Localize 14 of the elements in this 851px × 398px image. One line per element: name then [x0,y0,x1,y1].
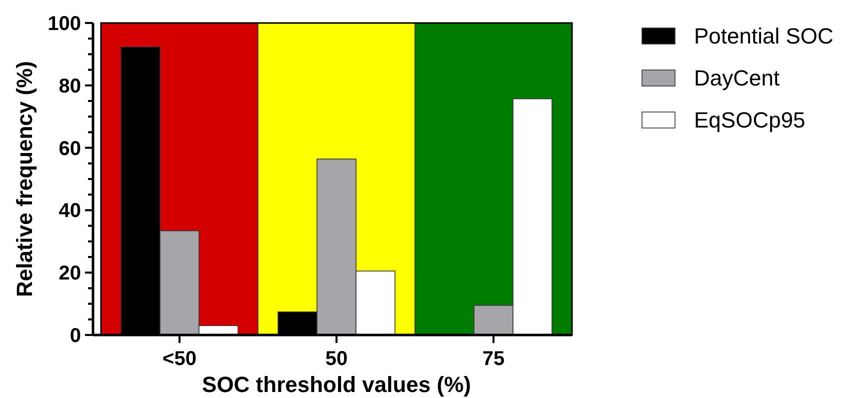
y-tick-label: 20 [58,262,81,285]
legend-label: EqSOCp95 [694,108,806,133]
x-tick-label: 50 [325,348,348,370]
y-tick-label: 100 [48,13,81,35]
y-tick-label: 60 [58,138,81,160]
y-axis-title: Relative frequency (%) [12,61,37,297]
x-tick-label: <50 [162,348,196,370]
y-tick-label: 40 [58,200,81,222]
x-axis-title: SOC threshold values (%) [202,372,471,397]
legend-label: DayCent [694,66,780,91]
x-tick-label: 75 [482,348,505,370]
y-tick-label: 80 [58,75,81,98]
y-tick-label: 0 [70,325,81,347]
legend-label: Potential SOC [694,24,834,49]
